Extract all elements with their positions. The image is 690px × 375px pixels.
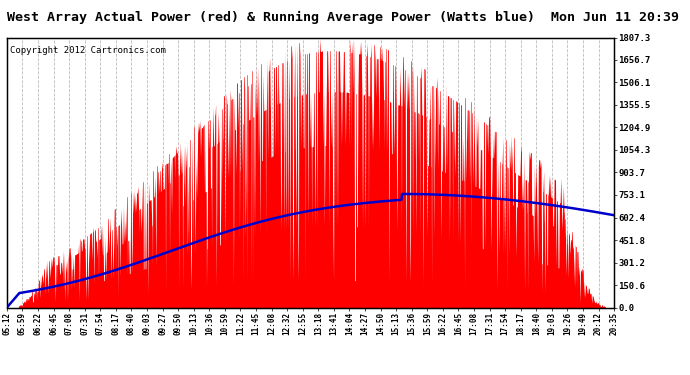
Text: West Array Actual Power (red) & Running Average Power (Watts blue)  Mon Jun 11 2: West Array Actual Power (red) & Running … — [7, 11, 679, 24]
Text: Copyright 2012 Cartronics.com: Copyright 2012 Cartronics.com — [10, 46, 166, 55]
